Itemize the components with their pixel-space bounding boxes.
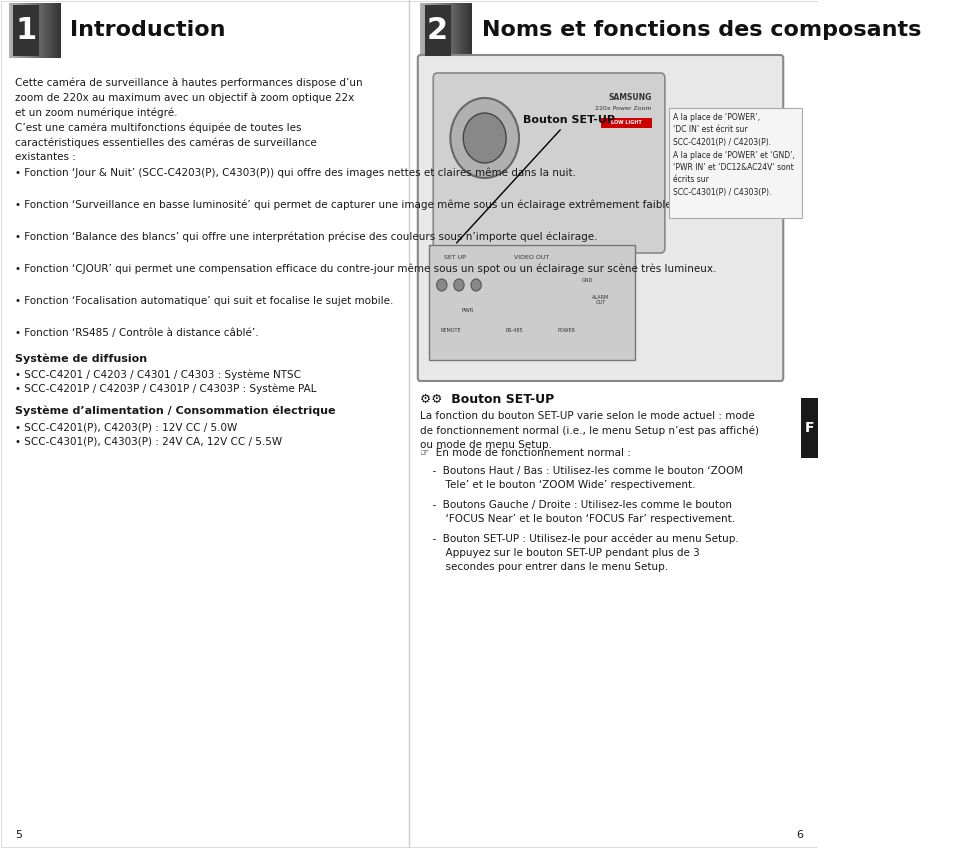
Text: • SCC-C4201P / C4203P / C4301P / C4303P : Système PAL: • SCC-C4201P / C4203P / C4301P / C4303P … [15,384,316,394]
Text: 2: 2 [427,16,448,45]
Circle shape [436,279,447,291]
Circle shape [463,113,506,163]
Circle shape [454,279,463,291]
Text: • Fonction ‘Balance des blancs’ qui offre une interprétation précise des couleur: • Fonction ‘Balance des blancs’ qui offr… [15,232,598,243]
Text: • Fonction ‘CJOUR’ qui permet une compensation efficace du contre-jour même sous: • Fonction ‘CJOUR’ qui permet une compen… [15,264,716,275]
Text: Système de diffusion: Système de diffusion [15,354,148,365]
Text: -  Boutons Haut / Bas : Utilisez-les comme le bouton ‘ZOOM
      Tele’ et le bou: - Boutons Haut / Bas : Utilisez-les comm… [425,466,741,490]
Text: • Fonction ‘Surveillance en basse luminosité’ qui permet de capturer une image m: • Fonction ‘Surveillance en basse lumino… [15,200,675,210]
Text: Introduction: Introduction [71,20,226,41]
Text: 5: 5 [15,830,23,840]
Text: La fonction du bouton SET-UP varie selon le mode actuel : mode
de fonctionnement: La fonction du bouton SET-UP varie selon… [420,411,759,449]
Text: VIDEO OUT: VIDEO OUT [514,255,549,260]
Bar [424,5,450,56]
Text: • SCC-C4301(P), C4303(P) : 24V CA, 12V CC / 5.5W: • SCC-C4301(P), C4303(P) : 24V CA, 12V C… [15,436,282,446]
Text: Système d’alimentation / Consommation électrique: Système d’alimentation / Consommation él… [15,406,335,416]
Text: -  Boutons Gauche / Droite : Utilisez-les comme le bouton
      ‘FOCUS Near’ et : - Boutons Gauche / Droite : Utilisez-les… [425,500,734,524]
Text: ⚙⚙  Bouton SET-UP: ⚙⚙ Bouton SET-UP [420,393,554,406]
FancyBboxPatch shape [433,73,664,253]
Text: LOW LIGHT: LOW LIGHT [610,120,641,126]
Bar [12,5,39,56]
Text: RS-485: RS-485 [505,327,523,332]
Text: F: F [804,421,814,435]
Text: Bouton SET-UP: Bouton SET-UP [456,115,615,243]
Text: 220x Power Zoom: 220x Power Zoom [595,106,651,111]
Text: Cette caméra de surveillance à hautes performances dispose d’un
zoom de 220x au : Cette caméra de surveillance à hautes pe… [15,78,363,161]
Text: • SCC-C4201 / C4203 / C4301 / C4303 : Système NTSC: • SCC-C4201 / C4203 / C4301 / C4303 : Sy… [15,370,301,381]
Text: ☞  En mode de fonctionnement normal :: ☞ En mode de fonctionnement normal : [420,448,631,458]
Text: SAMSUNG: SAMSUNG [608,93,651,102]
Text: Noms et fonctions des composants: Noms et fonctions des composants [481,20,921,41]
FancyBboxPatch shape [417,55,782,381]
Text: POWER: POWER [557,327,575,332]
Text: -  Bouton SET-UP : Utilisez-le pour accéder au menu Setup.
      Appuyez sur le : - Bouton SET-UP : Utilisez-le pour accéd… [425,534,738,572]
Text: • Fonction ‘Jour & Nuit’ (SCC-C4203(P), C4303(P)) qui offre des images nettes et: • Fonction ‘Jour & Nuit’ (SCC-C4203(P), … [15,168,576,178]
Bar [801,398,818,458]
Text: • SCC-C4201(P), C4203(P) : 12V CC / 5.0W: • SCC-C4201(P), C4203(P) : 12V CC / 5.0W [15,422,237,432]
Circle shape [471,279,480,291]
Circle shape [450,98,518,178]
Text: ALARM
OUT: ALARM OUT [591,294,609,305]
Text: A la place de ‘POWER’,
‘DC IN’ est écrit sur
SCC-C4201(P) / C4203(P).
A la place: A la place de ‘POWER’, ‘DC IN’ est écrit… [673,113,795,197]
Bar [599,118,651,128]
Text: 1: 1 [15,16,36,45]
Text: SET UP: SET UP [443,255,465,260]
Text: REMOTE: REMOTE [439,327,460,332]
Text: PWR: PWR [461,308,474,313]
Bar [668,108,801,218]
Text: GND: GND [581,277,593,282]
Text: • Fonction ‘Focalisation automatique’ qui suit et focalise le sujet mobile.: • Fonction ‘Focalisation automatique’ qu… [15,296,394,306]
Bar [429,245,634,360]
Text: • Fonction ‘RS485 / Contrôle à distance câblé’.: • Fonction ‘RS485 / Contrôle à distance … [15,328,259,338]
Text: 6: 6 [795,830,802,840]
